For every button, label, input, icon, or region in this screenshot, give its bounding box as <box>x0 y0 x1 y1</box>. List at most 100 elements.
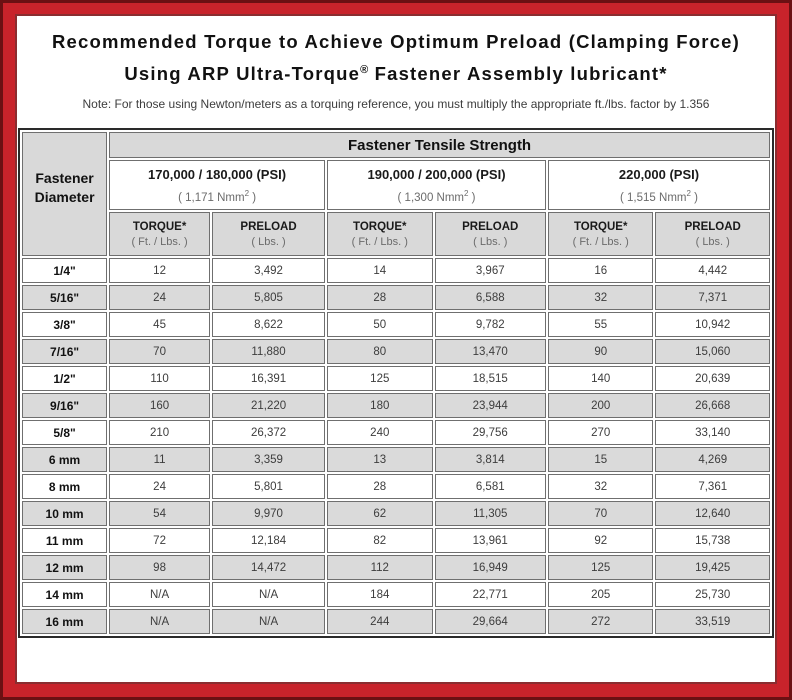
preload-column-header: PRELOAD ( Lbs. ) <box>655 212 770 257</box>
value-cell: 82 <box>327 528 433 554</box>
tensile-strength-header: Fastener Tensile Strength <box>109 132 770 159</box>
value-cell: 23,944 <box>434 393 546 419</box>
value-cell: 5,801 <box>212 474 326 500</box>
table-row: 5/16" 24 5,805 28 6,588 32 7,371 <box>22 285 770 311</box>
value-cell: 9,782 <box>434 312 546 338</box>
preload-column-header: PRELOAD ( Lbs. ) <box>434 212 546 257</box>
value-cell: 200 <box>547 393 654 419</box>
diameter-cell: 9/16" <box>22 393 108 419</box>
diameter-cell: 14 mm <box>22 582 108 608</box>
value-cell: 92 <box>547 528 654 554</box>
table-body: 1/4" 12 3,492 14 3,967 16 4,442 5/16" 24 5,805 28 6… <box>22 258 770 635</box>
value-cell: 45 <box>109 312 211 338</box>
diameter-cell: 10 mm <box>22 501 108 527</box>
value-cell: 98 <box>109 555 211 581</box>
tensile-strength-row: Fastener Diameter Fastener Tensile Stren… <box>22 132 770 257</box>
value-cell: 16,391 <box>212 366 326 392</box>
value-cell: 180 <box>327 393 433 419</box>
value-cell: 16,949 <box>434 555 546 581</box>
diameter-cell: 3/8" <box>22 312 108 338</box>
value-cell: 26,372 <box>212 420 326 446</box>
value-cell: 112 <box>327 555 433 581</box>
value-cell: 125 <box>547 555 654 581</box>
value-cell: 16 <box>547 258 654 284</box>
value-cell: 11,880 <box>212 339 326 365</box>
value-cell: 22,771 <box>434 582 546 608</box>
value-cell: 12,184 <box>212 528 326 554</box>
value-cell: 11,305 <box>434 501 546 527</box>
value-cell: 3,359 <box>212 447 326 473</box>
value-cell: 20,639 <box>655 366 770 392</box>
table-row: 5/8" 210 26,372 240 29,756 270 33,140 <box>22 420 770 446</box>
value-cell: 29,756 <box>434 420 546 446</box>
value-cell: 184 <box>327 582 433 608</box>
value-cell: 15,738 <box>655 528 770 554</box>
value-cell: 160 <box>109 393 211 419</box>
value-cell: 24 <box>109 474 211 500</box>
value-cell: 62 <box>327 501 433 527</box>
value-cell: N/A <box>212 609 326 635</box>
fastener-diameter-header: Fastener Diameter <box>22 132 108 257</box>
value-cell: 205 <box>547 582 654 608</box>
torque-column-header: TORQUE* ( Ft. / Lbs. ) <box>547 212 654 257</box>
value-cell: 244 <box>327 609 433 635</box>
torque-preload-table: Fastener Diameter Fastener Tensile Stren… <box>18 128 774 639</box>
table-row: 12 mm 98 14,472 112 16,949 125 19,425 <box>22 555 770 581</box>
value-cell: 28 <box>327 474 433 500</box>
value-cell: 10,942 <box>655 312 770 338</box>
value-cell: 14 <box>327 258 433 284</box>
value-cell: 25,730 <box>655 582 770 608</box>
table-row: 1/4" 12 3,492 14 3,967 16 4,442 <box>22 258 770 284</box>
value-cell: 26,668 <box>655 393 770 419</box>
diameter-cell: 8 mm <box>22 474 108 500</box>
value-cell: 33,140 <box>655 420 770 446</box>
value-cell: 70 <box>109 339 211 365</box>
table-row: 6 mm 11 3,359 13 3,814 15 4,269 <box>22 447 770 473</box>
table-row: 3/8" 45 8,622 50 9,782 55 10,942 <box>22 312 770 338</box>
value-cell: 55 <box>547 312 654 338</box>
value-cell: 6,588 <box>434 285 546 311</box>
table-row: 1/2" 110 16,391 125 18,515 140 20,639 <box>22 366 770 392</box>
diameter-cell: 1/4" <box>22 258 108 284</box>
value-cell: 270 <box>547 420 654 446</box>
value-cell: 210 <box>109 420 211 446</box>
value-cell: 15,060 <box>655 339 770 365</box>
value-cell: 11 <box>109 447 211 473</box>
table-row: 16 mm N/A N/A 244 29,664 272 33,519 <box>22 609 770 635</box>
value-cell: 18,515 <box>434 366 546 392</box>
diameter-cell: 6 mm <box>22 447 108 473</box>
diameter-cell: 5/8" <box>22 420 108 446</box>
table-row: 8 mm 24 5,801 28 6,581 32 7,361 <box>22 474 770 500</box>
title-line1: Recommended Torque to Achieve Optimum Pr… <box>51 31 741 52</box>
value-cell: 3,492 <box>212 258 326 284</box>
value-cell: 7,371 <box>655 285 770 311</box>
torque-column-header: TORQUE* ( Ft. / Lbs. ) <box>327 212 433 257</box>
value-cell: 4,442 <box>655 258 770 284</box>
value-cell: 140 <box>547 366 654 392</box>
value-cell: 54 <box>109 501 211 527</box>
diameter-cell: 11 mm <box>22 528 108 554</box>
psi-group-row: 170,000 / 180,000 (PSI) ( 1,171 Nmm2 ) 1… <box>22 160 770 211</box>
value-cell: N/A <box>212 582 326 608</box>
value-cell: 90 <box>547 339 654 365</box>
diameter-cell: 16 mm <box>22 609 108 635</box>
value-cell: 110 <box>109 366 211 392</box>
table-row: 9/16" 160 21,220 180 23,944 200 26,668 <box>22 393 770 419</box>
content-panel: Recommended Torque to Achieve Optimum Pr… <box>15 14 777 684</box>
value-cell: 24 <box>109 285 211 311</box>
value-cell: 12,640 <box>655 501 770 527</box>
value-cell: 28 <box>327 285 433 311</box>
value-cell: 272 <box>547 609 654 635</box>
value-cell: 13 <box>327 447 433 473</box>
value-cell: 3,967 <box>434 258 546 284</box>
torque-column-header: TORQUE* ( Ft. / Lbs. ) <box>109 212 211 257</box>
title-line2: Using ARP Ultra-Torque® Fastener Assembl… <box>124 63 668 85</box>
preload-column-header: PRELOAD ( Lbs. ) <box>212 212 326 257</box>
value-cell: 19,425 <box>655 555 770 581</box>
value-cell: 9,970 <box>212 501 326 527</box>
table-row: 10 mm 54 9,970 62 11,305 70 12,640 <box>22 501 770 527</box>
value-cell: 15 <box>547 447 654 473</box>
value-cell: 125 <box>327 366 433 392</box>
table-row: 14 mm N/A N/A 184 22,771 205 25,730 <box>22 582 770 608</box>
diameter-cell: 12 mm <box>22 555 108 581</box>
